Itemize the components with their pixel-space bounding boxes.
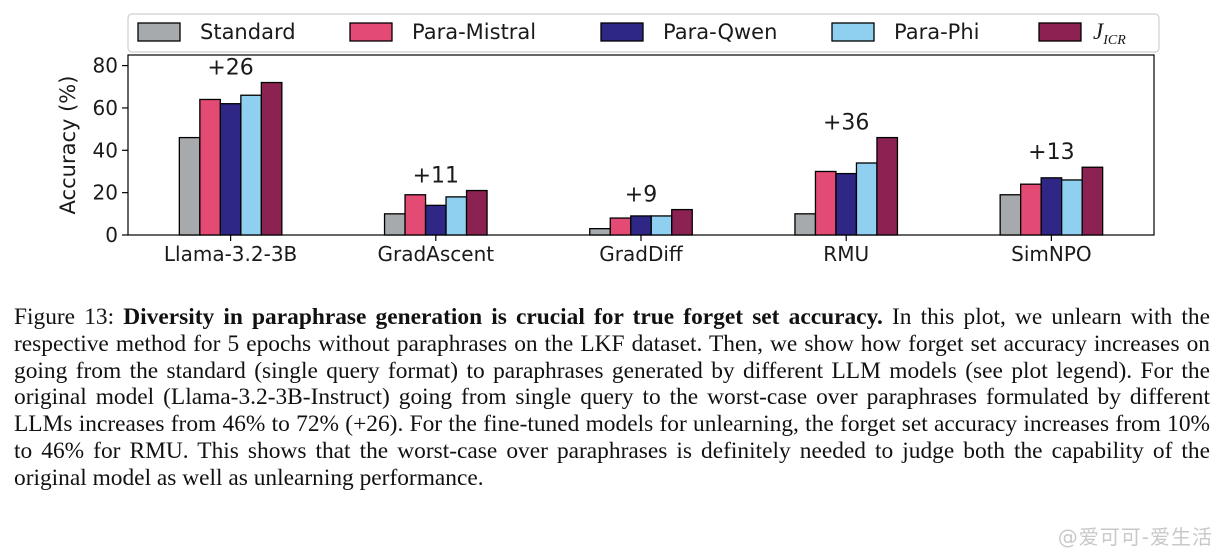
bar bbox=[424, 204, 447, 236]
bar bbox=[1040, 177, 1063, 236]
bar bbox=[999, 194, 1022, 236]
x-tick-label: Llama-3.2-3B bbox=[164, 242, 297, 266]
bar bbox=[671, 208, 693, 236]
bar bbox=[199, 98, 222, 236]
bar-annotation: +26 bbox=[207, 56, 253, 81]
bar bbox=[589, 227, 611, 236]
bar bbox=[876, 136, 899, 236]
figure-caption: Figure 13: Diversity in paraphrase gener… bbox=[14, 304, 1210, 492]
bar bbox=[630, 215, 652, 236]
legend-label: Para-Mistral bbox=[412, 20, 536, 44]
bar bbox=[240, 94, 263, 236]
bar bbox=[835, 172, 858, 236]
y-tick-label: 20 bbox=[93, 181, 118, 205]
y-tick-label: 80 bbox=[93, 54, 118, 78]
x-tick-label: SimNPO bbox=[1011, 242, 1092, 266]
bar bbox=[178, 136, 201, 236]
legend-label: Para-Phi bbox=[894, 20, 979, 44]
legend: Standard Para-Mistral Para-Qwen Para-Phi JIC… bbox=[127, 13, 1160, 53]
x-tick-label: RMU bbox=[823, 242, 869, 266]
bar bbox=[383, 213, 406, 236]
legend-swatch bbox=[1038, 22, 1082, 42]
caption-label: Figure 13: bbox=[14, 304, 115, 330]
annotations: +26 +11 +9 +36 +13 bbox=[207, 56, 1074, 208]
bar bbox=[794, 213, 817, 236]
bar bbox=[1061, 179, 1083, 236]
bar-annotation: +13 bbox=[1028, 140, 1074, 165]
legend-swatch bbox=[349, 22, 393, 42]
bar bbox=[855, 162, 878, 236]
y-axis-label: Accuracy (%) bbox=[56, 76, 80, 215]
bar bbox=[609, 217, 632, 236]
bar-annotation: +11 bbox=[413, 164, 459, 189]
bar bbox=[1081, 166, 1104, 236]
legend-label: Standard bbox=[200, 20, 296, 44]
caption-body-text: In this plot, we unlearn with the respec… bbox=[14, 304, 1210, 491]
chart-figure: Standard Para-Mistral Para-Qwen Para-Phi JIC… bbox=[56, 13, 1160, 266]
watermark: @爱可可-爱生活 bbox=[1057, 525, 1213, 549]
bar-annotation: +9 bbox=[625, 183, 657, 208]
bar-annotation: +36 bbox=[823, 111, 869, 136]
bar-chart: Standard Para-Mistral Para-Qwen Para-Phi JIC… bbox=[56, 13, 1160, 266]
bar bbox=[1020, 183, 1042, 236]
x-tick-label: GradAscent bbox=[378, 242, 495, 266]
y-tick-label: 0 bbox=[105, 223, 118, 247]
bar bbox=[650, 215, 673, 236]
axes: 0 20 40 60 80 Accuracy (%) Llama-3.2-3B GradAsc… bbox=[56, 54, 1155, 266]
x-tick-label: GradDiff bbox=[599, 242, 684, 266]
bar bbox=[465, 189, 488, 236]
legend-swatch bbox=[831, 22, 875, 42]
y-tick-label: 40 bbox=[93, 138, 118, 162]
bar bbox=[404, 194, 427, 236]
bar bbox=[814, 170, 837, 236]
legend-label: Para-Qwen bbox=[663, 20, 777, 44]
legend-swatch bbox=[600, 22, 644, 42]
y-tick-label: 60 bbox=[93, 96, 118, 120]
legend-label: JICR bbox=[1093, 19, 1126, 48]
bar bbox=[219, 103, 242, 236]
legend-swatch bbox=[137, 22, 181, 42]
caption-bold-text: Diversity in paraphrase generation is cr… bbox=[123, 304, 883, 330]
bar bbox=[260, 81, 283, 236]
bars bbox=[178, 81, 1104, 236]
bar bbox=[445, 196, 468, 236]
